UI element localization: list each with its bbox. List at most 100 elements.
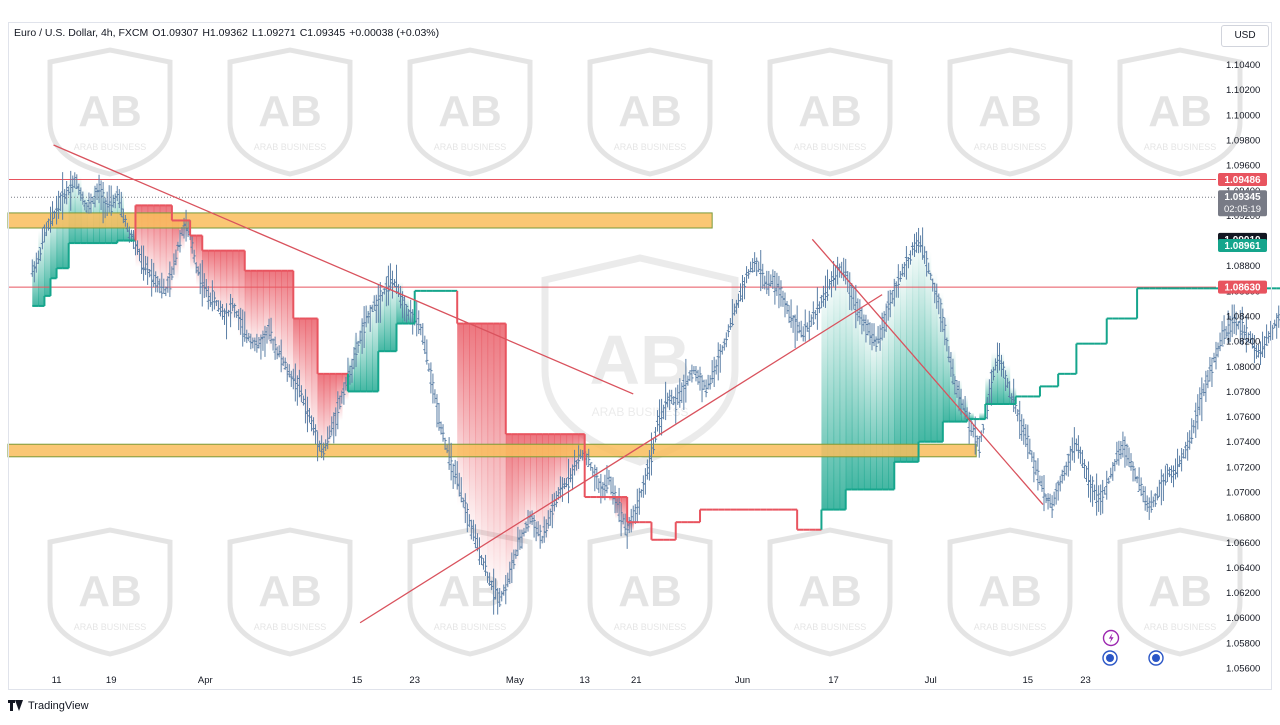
trendline[interactable]: [811, 238, 1044, 505]
indicator-fill-segment: [530, 434, 537, 532]
level-price-label: 1.09486: [1224, 175, 1261, 186]
indicator-fill-segment: [354, 334, 361, 392]
indicator-fill-segment: [499, 323, 507, 602]
watermark-logo: AB ARAB BUSINESS: [587, 527, 713, 657]
tradingview-logo-icon: [8, 700, 24, 712]
x-tick-label: 23: [409, 675, 420, 686]
indicator-fill-segment: [930, 271, 938, 442]
indicator-fill-segment: [523, 434, 531, 537]
watermark-text: ARAB BUSINESS: [74, 622, 147, 632]
indicator-fill-segment: [171, 220, 179, 280]
current-price-label-bg: [1218, 190, 1267, 217]
y-tick-label: 1.05800: [1226, 638, 1260, 649]
y-tick-label: 1.06600: [1226, 538, 1260, 549]
indicator-fill-segment: [177, 220, 185, 250]
open-value: O1.09307: [152, 27, 199, 39]
indicator-fill-segment: [608, 497, 616, 502]
price-labels: 1.094861.086301.0934502:05:191.090101.08…: [1218, 172, 1267, 294]
tradingview-brand: TradingView: [28, 700, 89, 712]
watermark-shield-icon: [407, 527, 533, 657]
indicator-fill-segment: [554, 434, 562, 509]
indicator-fill-segment: [566, 434, 574, 486]
indicator-fill-segment: [954, 379, 962, 422]
support-resistance-zone[interactable]: [7, 443, 977, 458]
high-value: H1.09362: [202, 27, 248, 39]
watermark-logo: AB ARAB BUSINESS: [767, 47, 893, 177]
indicator-fill-segment: [560, 434, 568, 496]
level-price-label-bg: [1218, 172, 1267, 186]
trendline-layer[interactable]: [53, 144, 1044, 624]
watermark-logo: AB ARAB BUSINESS: [227, 47, 353, 177]
watermark-mark: AB: [258, 567, 322, 616]
x-tick-label: 15: [1023, 675, 1034, 686]
indicator-fill-segment: [979, 412, 986, 420]
watermark-shield-icon: [947, 47, 1073, 177]
y-tick-label: 1.10200: [1226, 85, 1260, 96]
indicator-fill-segment: [269, 270, 276, 352]
indicator-fill-segment: [281, 270, 288, 376]
indicator-fill-segment: [153, 205, 161, 289]
support-resistance-zone[interactable]: [7, 212, 713, 229]
y-tick-label: 1.06000: [1226, 613, 1260, 624]
indicator-price-label: 1.08961: [1224, 241, 1261, 252]
watermark-mark: AB: [258, 87, 322, 136]
indicator-fill-segment: [372, 296, 379, 392]
symbol-title[interactable]: Euro / U.S. Dollar, 4h, FXCM: [14, 27, 149, 39]
indicator-fill-segment: [208, 250, 215, 305]
indicator-fill-segment: [214, 250, 222, 313]
currency-button[interactable]: USD: [1221, 25, 1269, 47]
trendline[interactable]: [359, 294, 883, 624]
indicator-fill-segment: [311, 318, 319, 444]
symbol-legend[interactable]: Euro / U.S. Dollar, 4h, FXCM O1.09307 H1…: [14, 27, 439, 39]
x-tick-label: 13: [579, 675, 590, 686]
indicator-line: [32, 204, 1280, 541]
current-price-label-countdown: 02:05:19: [1224, 204, 1261, 215]
indicator-fill-segment: [863, 317, 871, 490]
indicator-fill-segment: [627, 522, 634, 532]
indicator-fill-segment: [190, 235, 197, 270]
indicator-fill-segment: [165, 205, 173, 295]
x-tick-label: 15: [352, 675, 363, 686]
indicator-fill-segment: [1003, 364, 1011, 404]
indicator-fill-segment: [44, 217, 52, 296]
indicator-fill-segment: [876, 324, 883, 490]
horizontal-levels[interactable]: [8, 178, 1216, 288]
watermark-text: ARAB BUSINESS: [614, 622, 687, 632]
indicator-fill-segment: [384, 276, 392, 352]
watermark-logo: AB ARAB BUSINESS: [947, 527, 1073, 657]
indicator-fill-segment: [621, 497, 628, 532]
tradingview-footer[interactable]: TradingView: [8, 697, 89, 715]
indicator-price-label-bg: [1218, 238, 1267, 252]
watermark-shield-icon: [227, 47, 353, 177]
indicator-fill-segment: [366, 304, 373, 392]
chart-badges[interactable]: [1102, 629, 1164, 666]
watermark-logo-center: AB ARAB BUSINESS: [541, 254, 739, 466]
trendline[interactable]: [53, 144, 634, 395]
indicator-fill-segment: [936, 291, 944, 442]
indicator-fill-segment: [821, 284, 829, 510]
watermark-logo: AB ARAB BUSINESS: [947, 47, 1073, 177]
indicator-fill-segment: [202, 250, 209, 300]
indicator-fill-segment: [196, 235, 203, 287]
indicator-fill-segment: [402, 296, 410, 324]
watermark-logo: AB ARAB BUSINESS: [227, 527, 353, 657]
indicator-fill-segment: [68, 176, 76, 244]
candle-series[interactable]: [30, 170, 1280, 615]
watermark-logo: AB ARAB BUSINESS: [47, 47, 173, 177]
time-axis[interactable]: 11 19 Apr 15 23 May 13 21 Jun 17 Jul 15 23: [52, 675, 1091, 686]
indicator-fill-segment: [851, 289, 859, 490]
indicator-fill-segment: [894, 271, 901, 462]
x-tick-label: Apr: [198, 675, 213, 686]
y-tick-label: 1.08800: [1226, 261, 1260, 272]
indicator-fill-segment: [32, 255, 39, 306]
indicator-fill-segment: [396, 281, 404, 324]
y-tick-label: 1.07400: [1226, 437, 1260, 448]
level-price-label: 1.08630: [1224, 283, 1261, 294]
price-axis[interactable]: 1.10400 1.10200 1.10000 1.09800 1.09600 1.094…: [1226, 60, 1260, 674]
watermark-logo: AB ARAB BUSINESS: [47, 527, 173, 657]
watermark-mark: AB: [78, 567, 142, 616]
indicator-fill-segment: [238, 250, 246, 338]
indicator-fill-segment: [900, 261, 908, 462]
